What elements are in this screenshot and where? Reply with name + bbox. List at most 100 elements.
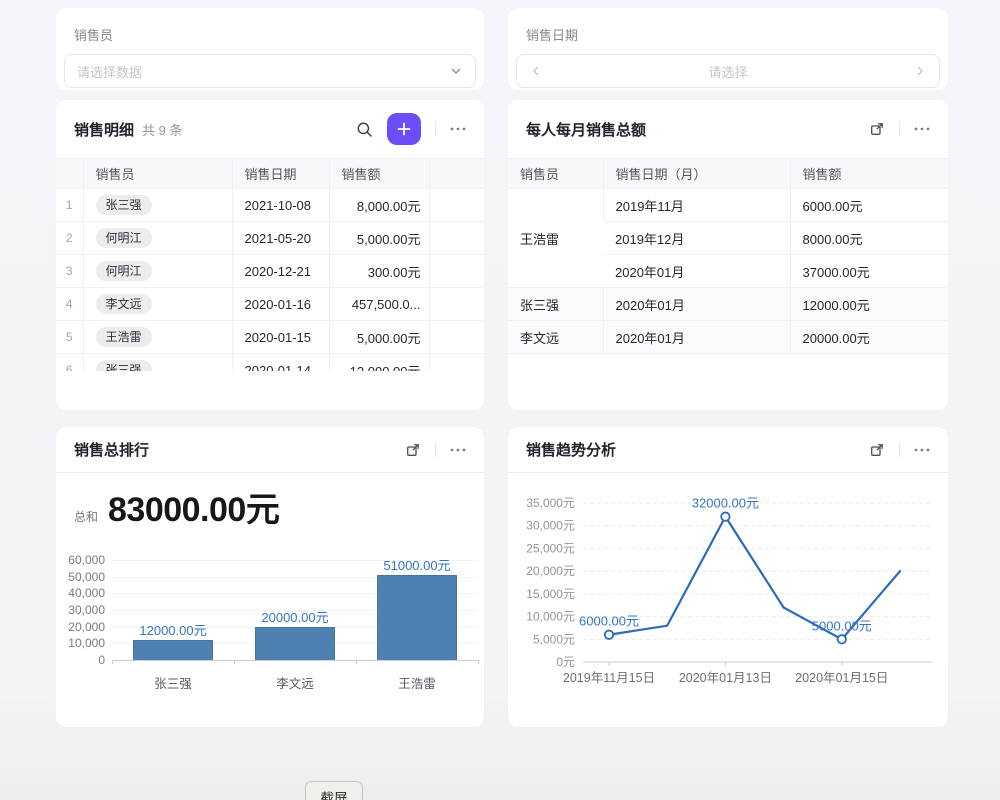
amount-cell: 300.00元 [328, 254, 429, 288]
total-stat: 总和 83000.00元 [74, 482, 280, 531]
sales-trend-card: 销售趋势分析 0元 5,000元 10,000元 15,000元 20,000元 25,0… [508, 427, 948, 727]
table-row[interactable]: 5 王浩雷 2020-01-15 5,000.00元 [56, 320, 484, 354]
more-button[interactable] [450, 127, 466, 131]
gridline [112, 576, 478, 578]
amount-cell: 457,500.0... [328, 287, 429, 321]
point-value-label: 5000.00元 [812, 618, 872, 633]
salesperson-select[interactable]: 请选择数据 [64, 54, 476, 88]
row-index: 5 [56, 320, 83, 354]
y-axis-tick-label: 10,000 [68, 636, 105, 651]
salesperson-cell: 王浩雷 [82, 320, 232, 354]
gridline [112, 560, 478, 561]
bar-value-label: 20000.00元 [261, 609, 329, 625]
y-axis-tick-label: 10,000元 [526, 610, 575, 624]
table-row[interactable]: 李文远 2020年01月 20000.00元 [508, 320, 948, 354]
date-picker-placeholder: 请选择 [708, 64, 748, 80]
date-cell: 2020-12-21 [231, 254, 329, 288]
salesperson-cell: 何明江 [82, 221, 232, 255]
table-row[interactable]: 3 何明江 2020-12-21 300.00元 [56, 254, 484, 288]
x-axis-category-label: 王浩雷 [398, 677, 436, 691]
y-axis-tick-label: 20,000元 [526, 564, 575, 578]
date-range-picker[interactable]: 请选择 [516, 54, 940, 88]
row-index: 2 [56, 221, 83, 255]
date-cell: 2021-10-08 [231, 188, 329, 222]
divider [899, 122, 900, 136]
table-row[interactable]: 6 张三强 2020-01-14 12,000.00元 [56, 353, 484, 371]
expand-button[interactable] [869, 442, 885, 458]
y-axis-tick-label: 50,000 [68, 569, 105, 584]
chevron-left-icon[interactable] [529, 64, 543, 78]
amount-cell: 8,000.00元 [328, 188, 429, 222]
card-title: 销售总排行 [74, 442, 150, 459]
salesperson-cell: 张三强 [82, 353, 232, 371]
salesperson-filter-label: 销售员 [74, 28, 114, 43]
amount-cell-left: 8000.00元 [789, 221, 948, 255]
y-axis-tick-label: 40,000 [68, 586, 105, 601]
sales-detail-table-viewport[interactable]: 销售员 销售日期 销售额 1 张三强 2021-10-08 8,000.00元 2 何明江… [56, 158, 484, 371]
amount-cell-left: 6000.00元 [789, 188, 948, 222]
table-row[interactable]: 2 何明江 2021-05-20 5,000.00元 [56, 221, 484, 255]
column-header: 销售日期 [231, 158, 329, 189]
chevron-right-icon[interactable] [913, 64, 927, 78]
y-axis-tick-label: 0 [98, 653, 105, 667]
amount-cell-left: 20000.00元 [789, 320, 948, 354]
salesperson-cell: 张三强 [82, 188, 232, 222]
salesperson-cell: 何明江 [82, 254, 232, 288]
month-cell: 2020年01月 [602, 287, 790, 321]
ellipsis-icon [914, 448, 930, 451]
table-row[interactable]: 2020年01月 37000.00元 [508, 254, 948, 288]
empty-cell [428, 353, 484, 371]
x-axis-category-label: 李文远 [276, 677, 314, 691]
table-row[interactable]: 1 张三强 2021-10-08 8,000.00元 [56, 188, 484, 222]
y-axis-tick-label: 25,000元 [526, 541, 575, 555]
ellipsis-icon [914, 127, 930, 131]
y-axis-tick-label: 20,000 [68, 619, 105, 634]
expand-button[interactable] [869, 121, 885, 137]
empty-column-header [428, 158, 484, 189]
open-in-new-icon [871, 123, 883, 135]
axis-tick [112, 660, 113, 664]
more-button[interactable] [914, 448, 930, 452]
table-row[interactable]: 4 李文远 2020-01-16 457,500.0... [56, 287, 484, 321]
data-point[interactable] [720, 511, 731, 522]
search-button[interactable] [356, 121, 373, 138]
row-index: 6 [56, 353, 83, 371]
ranking-bar-chart: 0 10,000 20,000 30,000 40,000 50,000 60,000 120… [56, 545, 484, 715]
month-cell: 2019年11月 [602, 188, 790, 222]
ellipsis-icon [450, 448, 466, 451]
salesperson-select-placeholder: 请选择数据 [77, 64, 143, 80]
table-row[interactable]: 张三强 2020年01月 12000.00元 [508, 287, 948, 321]
month-cell: 2019年12月 [603, 221, 790, 255]
table-row[interactable]: 2019年12月 8000.00元 [508, 221, 948, 255]
bar[interactable] [377, 575, 457, 660]
sales-detail-card: 销售明细 共 9 条 销售员 销售日期 [56, 100, 484, 410]
card-title: 每人每月销售总额 [526, 121, 647, 139]
more-button[interactable] [914, 127, 930, 131]
empty-cell [428, 320, 484, 354]
y-axis-tick-label: 30,000元 [526, 519, 575, 533]
row-index: 4 [56, 287, 83, 321]
y-axis-tick-label: 5,000元 [533, 632, 575, 646]
add-record-button[interactable] [387, 113, 421, 145]
month-cell: 2020年01月 [603, 254, 790, 288]
open-in-new-icon [407, 443, 419, 456]
x-axis-line [112, 660, 479, 661]
screenshot-button[interactable]: 截屏 [305, 781, 363, 800]
bar[interactable] [133, 640, 213, 660]
data-point[interactable] [603, 629, 615, 640]
bar[interactable] [255, 626, 335, 660]
more-button[interactable] [450, 448, 466, 452]
expand-button[interactable] [405, 442, 421, 458]
salesperson-cell: 张三强 [508, 287, 603, 321]
divider [435, 122, 436, 136]
divider [435, 442, 436, 457]
data-point[interactable] [836, 634, 847, 645]
table-row[interactable]: 王浩雷 2019年11月 6000.00元 [508, 188, 948, 288]
row-index: 3 [56, 254, 83, 288]
date-cell: 2020-01-16 [231, 287, 329, 321]
row-index: 1 [56, 188, 83, 222]
column-header: 销售额 [328, 158, 429, 189]
amount-cell: 5,000.00元 [328, 221, 429, 255]
y-axis-tick-label: 0元 [556, 655, 575, 669]
chevron-down-icon [449, 64, 463, 78]
